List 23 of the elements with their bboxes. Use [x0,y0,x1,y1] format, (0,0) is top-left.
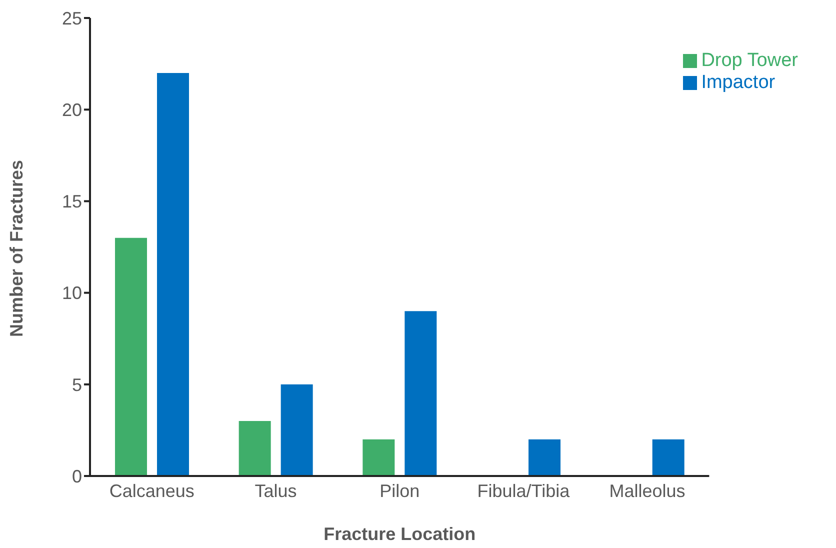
y-tick-label: 20 [62,100,82,120]
bar [528,439,561,476]
y-axis-title: Number of Fractures [6,160,26,337]
y-tick-label: 5 [72,374,82,395]
x-tick-label: Talus [254,480,297,501]
bar [280,384,313,476]
x-axis-title: Fracture Location [324,524,476,544]
y-tick-label: 0 [72,466,82,486]
legend-label: Drop Tower [701,50,798,71]
x-tick-label: Malleolus [609,480,686,501]
x-tick-label: Pilon [380,480,420,501]
x-tick-label: Calcaneus [109,480,194,501]
bar [157,72,189,476]
y-tick-label: 15 [62,192,82,212]
bar [115,238,147,476]
bar [652,439,684,476]
bar [238,421,271,476]
legend-label: Impactor [701,72,776,93]
y-tick-label: 25 [62,8,82,28]
bar [362,439,395,476]
x-tick-label: Fibula/Tibia [477,480,571,501]
bar [404,311,437,476]
y-tick-label: 10 [62,283,82,304]
